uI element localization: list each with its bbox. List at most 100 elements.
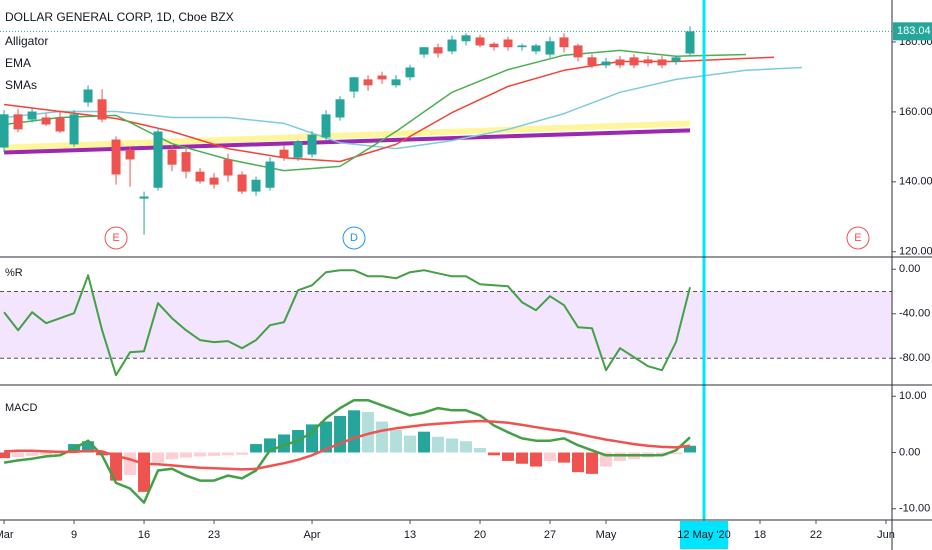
y-tick-label: 120.00	[899, 246, 932, 258]
x-tick-label: 16	[138, 529, 150, 541]
event-marker	[342, 226, 366, 250]
candle-body	[265, 161, 275, 188]
legend-entry: Alligator	[5, 34, 48, 48]
candle-body	[573, 45, 583, 58]
histogram-bar	[544, 452, 557, 461]
candle-body	[41, 117, 51, 125]
macd-line	[4, 419, 691, 471]
histogram-bar	[236, 452, 249, 455]
candle-body	[615, 59, 625, 66]
indicator-line	[4, 49, 747, 172]
histogram-bar	[362, 412, 375, 453]
y-tick-label: 0.00	[899, 263, 920, 275]
histogram-bar	[558, 452, 571, 463]
candle-body	[363, 79, 373, 86]
candle-body	[307, 134, 317, 155]
histogram-bar	[306, 424, 319, 453]
candle-body	[377, 75, 387, 80]
candle-body	[279, 149, 289, 158]
candle-body	[461, 35, 471, 42]
legend-entry: SMAs	[5, 78, 37, 92]
y-tick-label: 10.00	[899, 390, 927, 402]
candle-body	[111, 139, 121, 175]
candle-body	[55, 117, 65, 132]
x-tick-label: 20	[474, 529, 486, 541]
macd-line	[3, 398, 691, 504]
chart-title: DOLLAR GENERAL CORP, 1D, Cboe BZX	[5, 10, 234, 24]
indicator-line	[4, 56, 775, 163]
x-tick-highlight	[679, 521, 728, 549]
y-tick-label: 0.00	[899, 446, 920, 458]
candle-body	[559, 37, 569, 48]
histogram-bar	[488, 452, 501, 456]
event-marker	[104, 226, 128, 250]
candle-body	[321, 114, 331, 138]
candle-body	[391, 79, 401, 86]
candle-body	[125, 149, 135, 160]
x-tick-label: 9	[71, 529, 77, 541]
histogram-bar	[180, 452, 193, 458]
histogram-bar	[516, 452, 529, 464]
event-label: D	[350, 232, 358, 244]
candle-body	[587, 57, 597, 66]
histogram-bar	[26, 452, 39, 456]
candle-body	[531, 45, 541, 52]
candle-body	[503, 39, 513, 48]
candle-body	[195, 171, 205, 182]
pane-title: MACD	[5, 402, 37, 414]
histogram-bar	[222, 452, 235, 456]
histogram-bar	[138, 452, 151, 492]
candle-body	[601, 61, 611, 66]
histogram-bar	[166, 452, 179, 460]
histogram-bar	[404, 435, 417, 453]
candle-body	[237, 174, 247, 192]
y-tick-label: -40.00	[899, 308, 930, 320]
x-tick-label: 23	[208, 529, 220, 541]
histogram-bar	[474, 448, 487, 453]
candle-body	[223, 159, 233, 176]
x-tick-label: 13	[404, 529, 416, 541]
histogram-bar	[432, 436, 445, 453]
candle-body	[685, 31, 695, 54]
candle-body	[629, 57, 639, 66]
histogram-bar	[572, 452, 585, 473]
candle-body	[657, 59, 667, 66]
histogram-bar	[446, 438, 459, 453]
histogram-bar	[334, 415, 347, 453]
histogram-bar	[82, 441, 95, 453]
candle-body	[475, 37, 485, 46]
histogram-bar	[278, 434, 291, 453]
candle-body	[153, 131, 163, 188]
candle-body	[83, 89, 93, 103]
histogram-bar	[40, 452, 53, 455]
y-tick-label: -80.00	[899, 352, 930, 364]
candle-body	[97, 99, 107, 120]
y-tick-label: 140.00	[899, 176, 932, 188]
candle-body	[489, 43, 499, 48]
x-tick-label: Mar	[0, 529, 14, 541]
histogram-bar	[586, 452, 599, 474]
histogram-bar	[250, 444, 263, 453]
event-label: E	[854, 232, 861, 244]
candle-body	[181, 152, 191, 172]
candle-body	[27, 111, 37, 120]
candle-body	[545, 41, 555, 55]
histogram-bar	[460, 441, 473, 453]
histogram-bar	[208, 452, 221, 456]
band-fill	[0, 291, 892, 359]
histogram-bar	[376, 421, 389, 453]
histogram-bar	[530, 452, 543, 467]
candle-body	[335, 99, 345, 118]
histogram-bar	[390, 430, 403, 453]
y-tick-label: -10.00	[899, 503, 930, 515]
histogram-bar	[669, 452, 682, 455]
histogram-bar	[683, 445, 696, 453]
histogram-bar	[12, 452, 25, 457]
candle-body	[433, 47, 443, 54]
candle-body	[643, 59, 653, 64]
x-tick-label: May	[596, 529, 617, 541]
candle-body	[405, 67, 415, 78]
x-tick-label: 12 May '20	[677, 529, 730, 541]
